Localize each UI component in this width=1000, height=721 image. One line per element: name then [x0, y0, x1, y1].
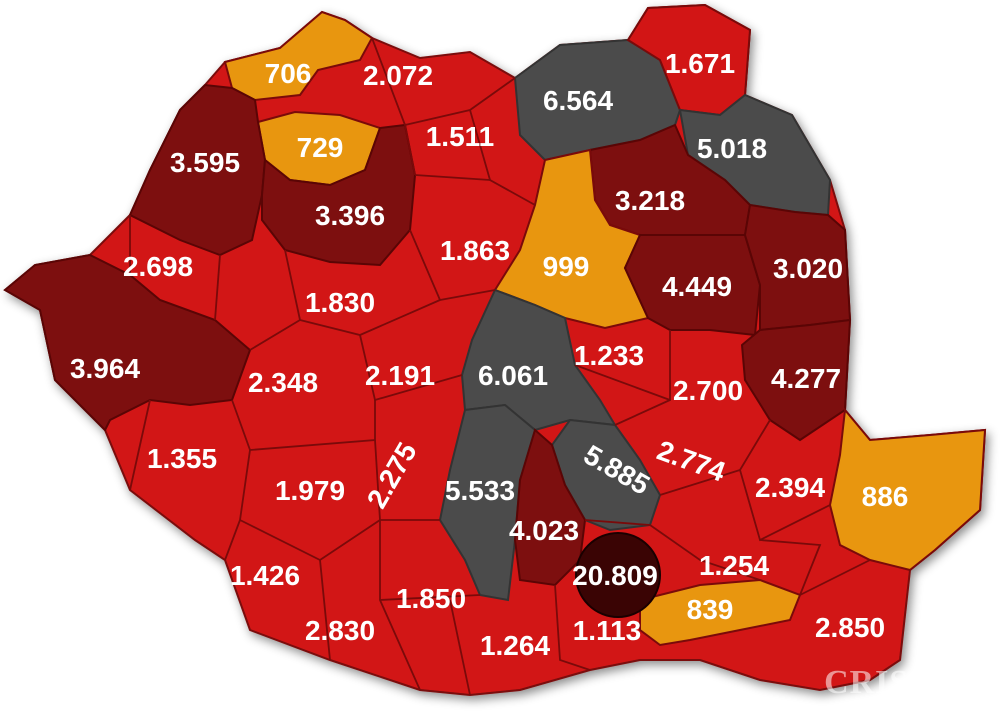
county-value: 4.277: [771, 363, 841, 394]
county-value: 2.191: [365, 360, 435, 391]
county-value: 2.072: [363, 60, 433, 91]
county-value: 3.595: [170, 147, 240, 178]
county-arges-area: [438, 403, 537, 602]
county-value: 4.023: [509, 515, 579, 546]
county-value: 1.511: [426, 121, 495, 152]
county-value: 5.018: [697, 133, 767, 164]
county-value-labels: 706 2.072 6.564 1.671 729 1.511 5.018 3.…: [70, 48, 908, 661]
county-value: 729: [297, 132, 344, 163]
county-harghita-area: [493, 148, 650, 330]
county-value: 1.830: [305, 287, 375, 318]
county-bacau-area: [623, 234, 762, 337]
county-value: 1.979: [275, 475, 345, 506]
county-value: 2.700: [673, 375, 743, 406]
county-value: 1.355: [147, 443, 217, 474]
county-value: 706: [265, 58, 312, 89]
county-borders: [129, 37, 871, 696]
crisana-watermark: CRIȘANA: [824, 664, 986, 701]
county-value: 839: [687, 594, 734, 625]
county-value: 1.850: [396, 583, 466, 614]
county-value: 4.449: [662, 271, 732, 302]
county-value: 2.348: [248, 367, 318, 398]
bucharest-marker: [575, 532, 661, 618]
county-value: 1.671: [665, 48, 735, 79]
county-value: 3.020: [773, 253, 843, 284]
county-dambovita-area: [513, 428, 587, 587]
county-value: 2.394: [755, 472, 825, 503]
county-value: 3.218: [615, 185, 685, 216]
county-value: 1.233: [574, 340, 644, 371]
county-value: 886: [862, 481, 909, 512]
county-value: 5.533: [445, 475, 515, 506]
county-value: 999: [543, 251, 590, 282]
county-value: 3.396: [315, 200, 385, 231]
county-value: 20.809: [572, 560, 658, 591]
county-value: 1.254: [699, 550, 769, 581]
county-value: 1.863: [440, 235, 510, 266]
county-value: 1.264: [480, 630, 550, 661]
county-value: 2.698: [123, 251, 193, 282]
county-value: 6.061: [478, 360, 548, 391]
county-value: 3.964: [70, 353, 140, 384]
county-cluj-area: [261, 123, 417, 267]
county-value: 6.564: [543, 85, 613, 116]
county-calarasi-area: [639, 578, 802, 647]
county-value: 1.426: [230, 560, 300, 591]
county-tulcea-area: [828, 407, 987, 572]
county-value: 1.113: [573, 615, 642, 646]
county-value: 2.850: [815, 612, 885, 643]
county-value: 2.830: [305, 615, 375, 646]
county-galati-area: [740, 318, 852, 442]
